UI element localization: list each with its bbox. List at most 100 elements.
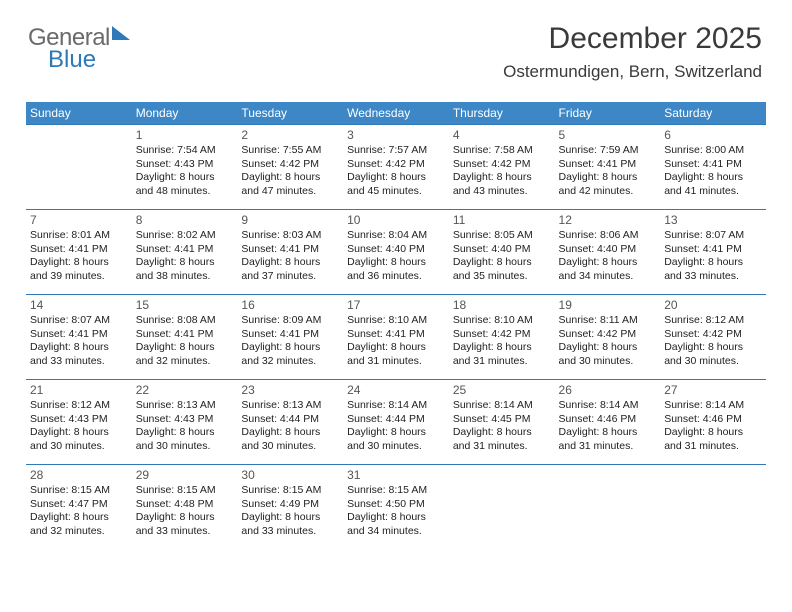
day-sr: Sunrise: 8:00 AM [664, 144, 762, 158]
day-number: 8 [136, 210, 234, 229]
calendar-cell: 1Sunrise: 7:54 AMSunset: 4:43 PMDaylight… [132, 125, 238, 210]
page-title: December 2025 [549, 22, 762, 56]
calendar-body: 1Sunrise: 7:54 AMSunset: 4:43 PMDaylight… [26, 125, 766, 550]
day-number: 12 [559, 210, 657, 229]
day-ss: Sunset: 4:41 PM [241, 243, 339, 257]
calendar-row: 21Sunrise: 8:12 AMSunset: 4:43 PMDayligh… [26, 380, 766, 465]
day-d1: Daylight: 8 hours [136, 426, 234, 440]
day-d2: and 33 minutes. [136, 525, 234, 539]
day-d1: Daylight: 8 hours [664, 171, 762, 185]
day-d2: and 31 minutes. [559, 440, 657, 454]
day-number: 27 [664, 380, 762, 399]
calendar-cell: 15Sunrise: 8:08 AMSunset: 4:41 PMDayligh… [132, 295, 238, 380]
calendar-cell: 17Sunrise: 8:10 AMSunset: 4:41 PMDayligh… [343, 295, 449, 380]
page-subtitle: Ostermundigen, Bern, Switzerland [503, 62, 762, 82]
day-ss: Sunset: 4:42 PM [664, 328, 762, 342]
day-ss: Sunset: 4:42 PM [453, 158, 551, 172]
day-ss: Sunset: 4:42 PM [559, 328, 657, 342]
day-sr: Sunrise: 8:08 AM [136, 314, 234, 328]
day-d2: and 39 minutes. [30, 270, 128, 284]
day-d1: Daylight: 8 hours [347, 511, 445, 525]
day-number: 30 [241, 465, 339, 484]
day-ss: Sunset: 4:42 PM [347, 158, 445, 172]
day-d1: Daylight: 8 hours [347, 341, 445, 355]
day-ss: Sunset: 4:41 PM [136, 328, 234, 342]
day-sr: Sunrise: 7:55 AM [241, 144, 339, 158]
day-sr: Sunrise: 8:14 AM [347, 399, 445, 413]
calendar-cell: 19Sunrise: 8:11 AMSunset: 4:42 PMDayligh… [555, 295, 661, 380]
day-d2: and 38 minutes. [136, 270, 234, 284]
day-ss: Sunset: 4:41 PM [136, 243, 234, 257]
day-d2: and 31 minutes. [347, 355, 445, 369]
day-d2: and 31 minutes. [453, 440, 551, 454]
day-number: 11 [453, 210, 551, 229]
day-d2: and 30 minutes. [30, 440, 128, 454]
calendar-cell: 3Sunrise: 7:57 AMSunset: 4:42 PMDaylight… [343, 125, 449, 210]
day-number: 20 [664, 295, 762, 314]
day-d2: and 32 minutes. [241, 355, 339, 369]
day-d2: and 45 minutes. [347, 185, 445, 199]
calendar-cell: 2Sunrise: 7:55 AMSunset: 4:42 PMDaylight… [237, 125, 343, 210]
day-ss: Sunset: 4:46 PM [664, 413, 762, 427]
day-ss: Sunset: 4:40 PM [453, 243, 551, 257]
day-number: 14 [30, 295, 128, 314]
day-d1: Daylight: 8 hours [664, 426, 762, 440]
day-d1: Daylight: 8 hours [136, 511, 234, 525]
day-d1: Daylight: 8 hours [241, 171, 339, 185]
day-number: 19 [559, 295, 657, 314]
day-sr: Sunrise: 7:59 AM [559, 144, 657, 158]
day-d1: Daylight: 8 hours [347, 171, 445, 185]
day-d1: Daylight: 8 hours [559, 341, 657, 355]
calendar-cell: 31Sunrise: 8:15 AMSunset: 4:50 PMDayligh… [343, 465, 449, 550]
day-d1: Daylight: 8 hours [241, 426, 339, 440]
day-d1: Daylight: 8 hours [664, 256, 762, 270]
day-sr: Sunrise: 7:57 AM [347, 144, 445, 158]
day-sr: Sunrise: 8:10 AM [347, 314, 445, 328]
day-d1: Daylight: 8 hours [559, 426, 657, 440]
day-number: 22 [136, 380, 234, 399]
calendar-cell [660, 465, 766, 550]
day-number: 29 [136, 465, 234, 484]
day-sr: Sunrise: 8:15 AM [241, 484, 339, 498]
calendar-table: SundayMondayTuesdayWednesdayThursdayFrid… [26, 102, 766, 550]
day-number: 31 [347, 465, 445, 484]
day-sr: Sunrise: 8:14 AM [559, 399, 657, 413]
calendar-cell: 29Sunrise: 8:15 AMSunset: 4:48 PMDayligh… [132, 465, 238, 550]
day-ss: Sunset: 4:49 PM [241, 498, 339, 512]
weekday-header: Friday [555, 102, 661, 125]
day-d2: and 35 minutes. [453, 270, 551, 284]
day-sr: Sunrise: 7:54 AM [136, 144, 234, 158]
day-d2: and 33 minutes. [664, 270, 762, 284]
weekday-header: Monday [132, 102, 238, 125]
calendar-cell: 20Sunrise: 8:12 AMSunset: 4:42 PMDayligh… [660, 295, 766, 380]
day-ss: Sunset: 4:47 PM [30, 498, 128, 512]
day-d1: Daylight: 8 hours [453, 256, 551, 270]
day-number: 17 [347, 295, 445, 314]
day-sr: Sunrise: 8:01 AM [30, 229, 128, 243]
calendar-cell: 23Sunrise: 8:13 AMSunset: 4:44 PMDayligh… [237, 380, 343, 465]
calendar-cell: 4Sunrise: 7:58 AMSunset: 4:42 PMDaylight… [449, 125, 555, 210]
logo-text-2: Blue [48, 46, 96, 73]
day-d2: and 43 minutes. [453, 185, 551, 199]
day-number: 3 [347, 125, 445, 144]
day-d2: and 30 minutes. [559, 355, 657, 369]
day-ss: Sunset: 4:41 PM [664, 243, 762, 257]
day-ss: Sunset: 4:41 PM [664, 158, 762, 172]
day-sr: Sunrise: 8:06 AM [559, 229, 657, 243]
day-d1: Daylight: 8 hours [30, 511, 128, 525]
day-number: 26 [559, 380, 657, 399]
day-number: 25 [453, 380, 551, 399]
day-sr: Sunrise: 8:12 AM [664, 314, 762, 328]
day-d2: and 48 minutes. [136, 185, 234, 199]
calendar-cell: 24Sunrise: 8:14 AMSunset: 4:44 PMDayligh… [343, 380, 449, 465]
day-d2: and 36 minutes. [347, 270, 445, 284]
calendar-head: SundayMondayTuesdayWednesdayThursdayFrid… [26, 102, 766, 125]
weekday-header: Thursday [449, 102, 555, 125]
day-d1: Daylight: 8 hours [30, 341, 128, 355]
day-ss: Sunset: 4:40 PM [559, 243, 657, 257]
day-d2: and 41 minutes. [664, 185, 762, 199]
day-sr: Sunrise: 8:10 AM [453, 314, 551, 328]
day-d1: Daylight: 8 hours [136, 171, 234, 185]
day-d1: Daylight: 8 hours [453, 171, 551, 185]
day-ss: Sunset: 4:44 PM [241, 413, 339, 427]
